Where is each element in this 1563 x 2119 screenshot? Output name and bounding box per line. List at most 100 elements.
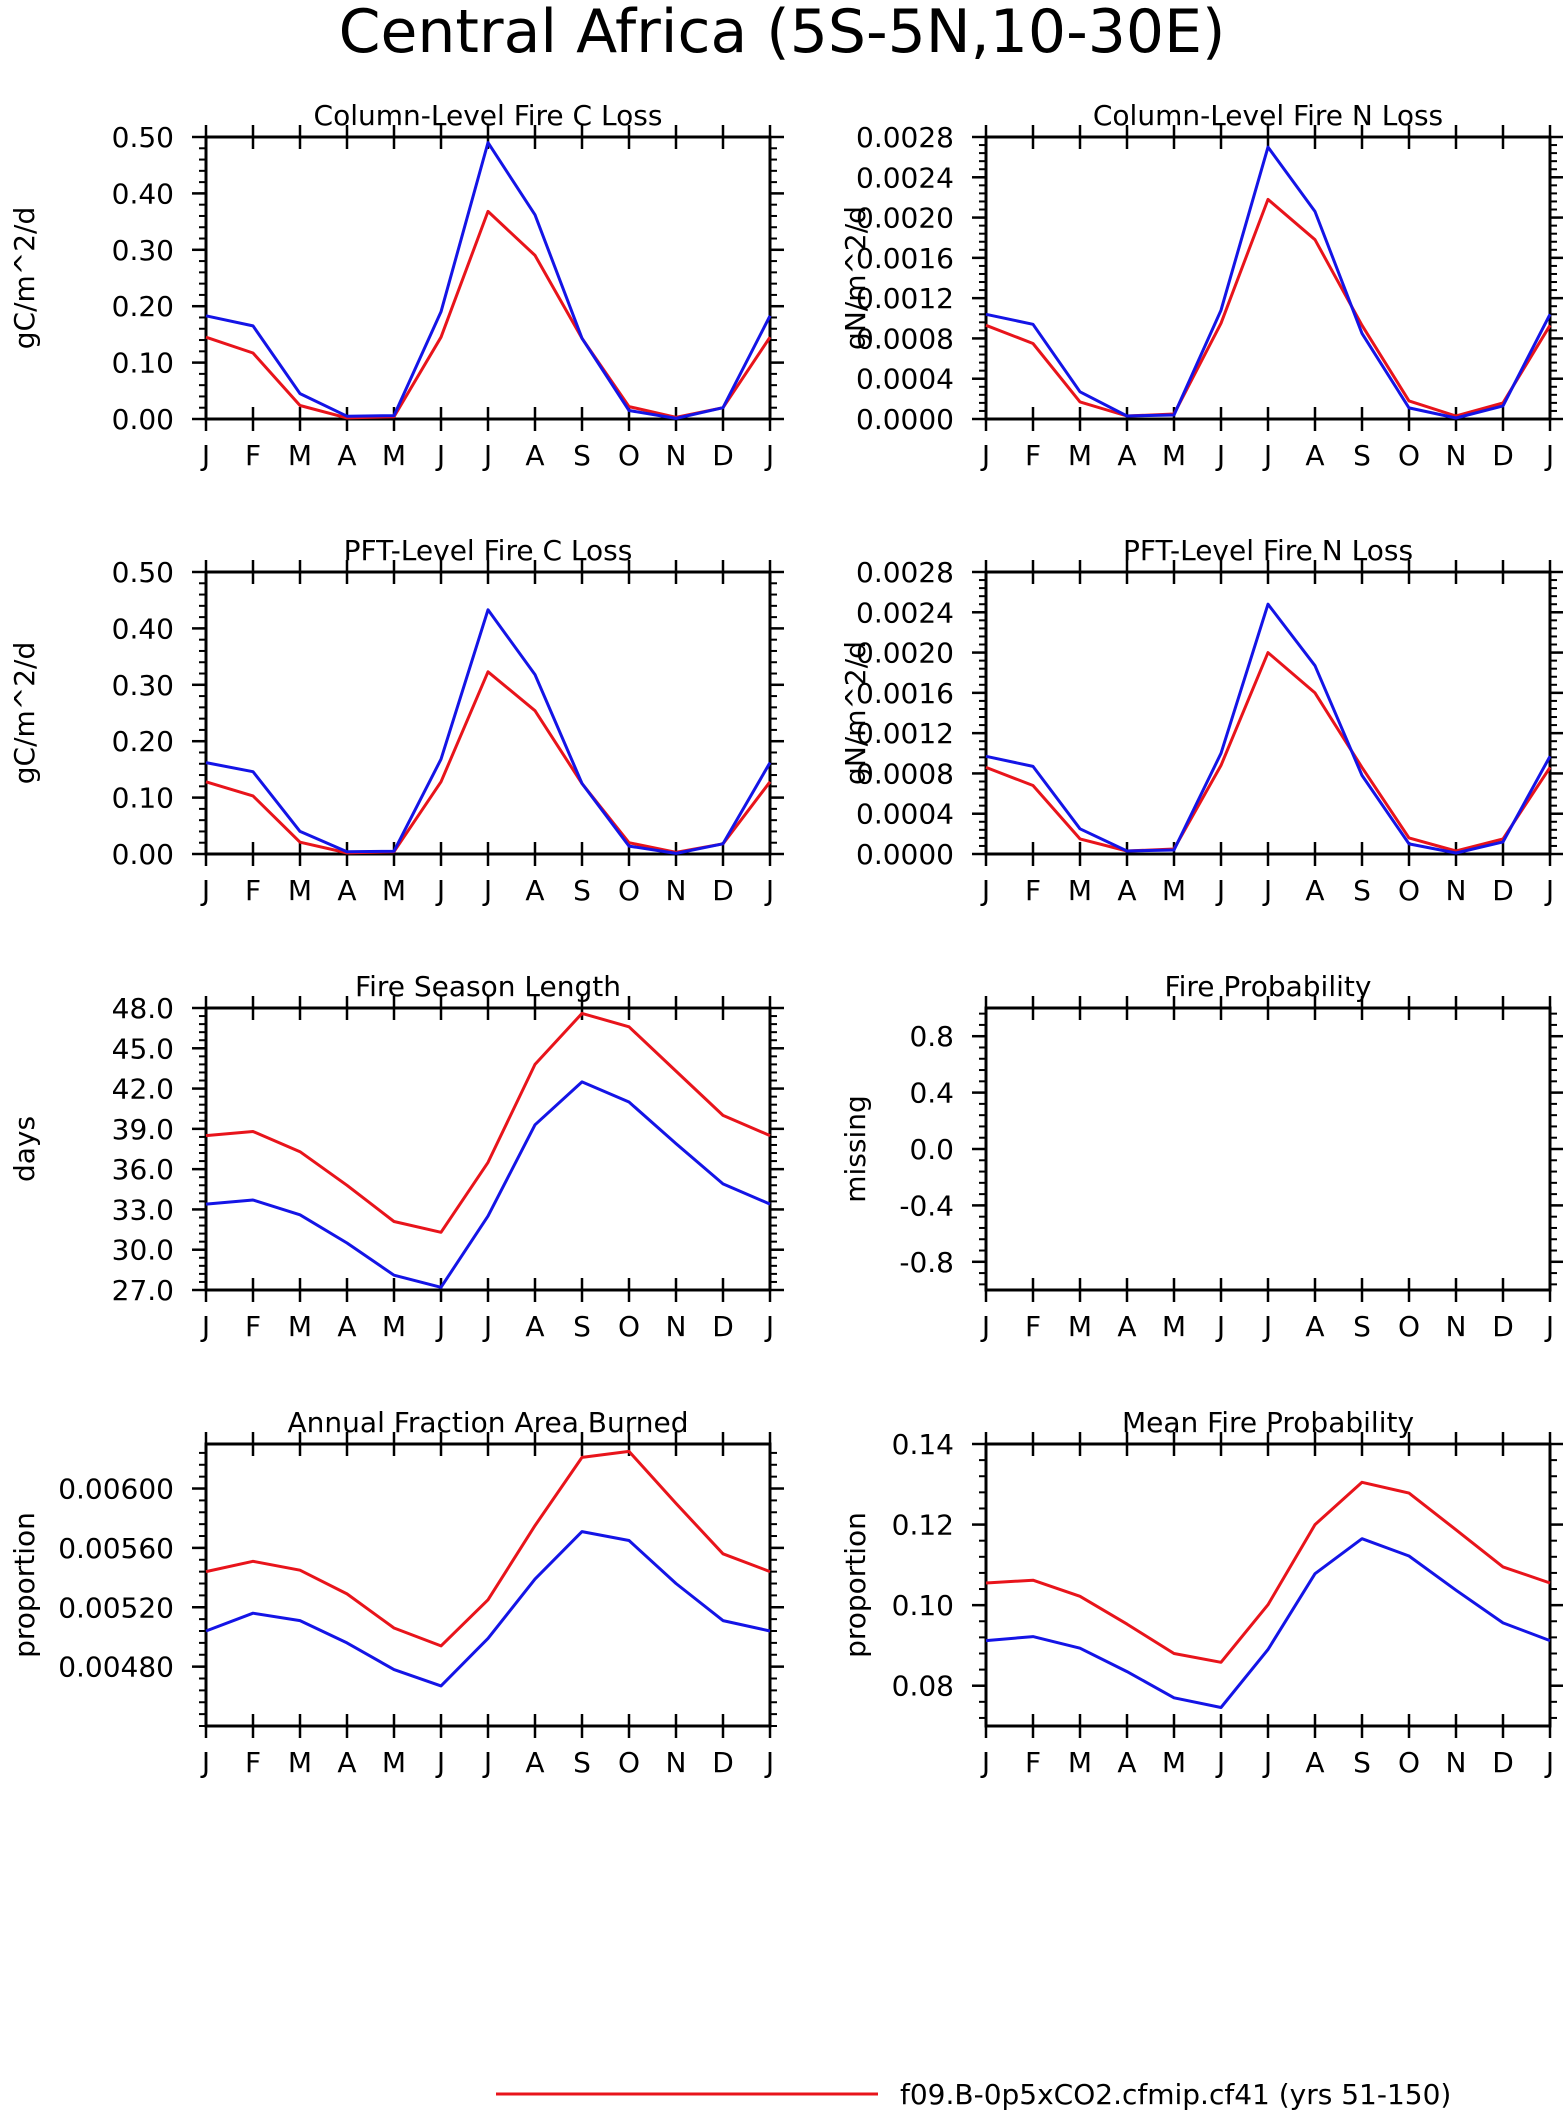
panel-4-series-1-line [985, 651, 1552, 853]
panel-3-ytick-label: 0.50 [112, 556, 174, 589]
panel-5-ytick-label: 45.0 [112, 1032, 174, 1065]
panel-4-ylabel: gN/m^2/d [839, 641, 872, 785]
panel-2-xtick-label: A [1305, 439, 1324, 472]
panel-4-xtick-label: N [1446, 874, 1467, 907]
panel-4-ytick-label: 0.0024 [856, 596, 954, 629]
panel-1-xtick-label: J [200, 439, 210, 472]
figure-title: Central Africa (5S-5N,10-30E) [339, 0, 1226, 67]
panel-8-xtick-label: D [1492, 1746, 1514, 1779]
panel-4-xtick-label: M [1162, 874, 1186, 907]
panel-4-ytick-label: 0.0004 [856, 798, 954, 831]
panel-8-xtick-label: A [1117, 1746, 1136, 1779]
panel-4-xtick-label: A [1305, 874, 1324, 907]
panel-4-ytick-label: 0.0028 [856, 556, 954, 589]
panel-6-ylabel: missing [839, 1095, 872, 1203]
panel-4-xtick-label: F [1025, 874, 1041, 907]
panel-7-xtick-label: J [435, 1746, 445, 1779]
panel-8-frame [984, 1442, 1552, 1728]
panel-7-xtick-label: M [382, 1746, 406, 1779]
panel-2-xtick-label: M [1068, 439, 1092, 472]
panel-5-xtick-label: O [618, 1310, 640, 1343]
panel-4-xtick-label: A [1117, 874, 1136, 907]
panel-4-ytick-label: 0.0020 [856, 637, 954, 670]
panel-5-xtick-label: S [573, 1310, 591, 1343]
panel-7-xtick-label: M [288, 1746, 312, 1779]
panel-7-xtick-label: F [245, 1746, 261, 1779]
panel-1-xtick-label: J [764, 439, 774, 472]
panel-8-ytick-label: 0.14 [892, 1428, 954, 1461]
panel-6-xtick-label: A [1117, 1310, 1136, 1343]
panel-5-ytick-label: 42.0 [112, 1073, 174, 1106]
panel-2-xtick-label: O [1398, 439, 1420, 472]
panel-3-xtick-label: J [764, 874, 774, 907]
panel-7-xtick-label: J [764, 1746, 774, 1779]
panel-5-xtick-label: A [525, 1310, 544, 1343]
panel-5-ytick-label: 48.0 [112, 992, 174, 1025]
panel-7-xtick-label: D [712, 1746, 734, 1779]
panel-1-xtick-label: A [525, 439, 544, 472]
panel-1-xtick-label: N [666, 439, 687, 472]
panel-8-xtick-label: J [1262, 1746, 1272, 1779]
panel-5-xtick-label: J [435, 1310, 445, 1343]
panel-3-xtick-label: J [200, 874, 210, 907]
panel-6-xtick-label: N [1446, 1310, 1467, 1343]
panel-2-ytick-label: 0.0012 [856, 282, 954, 315]
panel-2-ytick-label: 0.0000 [856, 403, 954, 436]
panel-1-ylabel: gC/m^2/d [8, 207, 41, 350]
panel-8-xtick-label: J [1215, 1746, 1225, 1779]
panel-8-xtick-label: S [1353, 1746, 1371, 1779]
panel-6-xtick-label: J [1215, 1310, 1225, 1343]
panel-8-xtick-label: J [1544, 1746, 1554, 1779]
panel-2-xtick-label: N [1446, 439, 1467, 472]
panel-8-xtick-label: N [1446, 1746, 1467, 1779]
panel-2-series-2-line [985, 145, 1552, 420]
panel-7-xtick-label: A [525, 1746, 544, 1779]
panel-6-xtick-label: F [1025, 1310, 1041, 1343]
panel-2-series-1-line [985, 197, 1552, 418]
panel-6-xtick-label: J [1262, 1310, 1272, 1343]
panel-6-xtick-label: S [1353, 1310, 1371, 1343]
panel-5-xtick-label: J [764, 1310, 774, 1343]
panel-7-frame [204, 1442, 772, 1728]
panel-4-xtick-label: J [1544, 874, 1554, 907]
panel-6-frame [984, 1006, 1552, 1292]
panel-5-xtick-label: D [712, 1310, 734, 1343]
panel-5-ytick-label: 36.0 [112, 1153, 174, 1186]
panel-8-series-1-line [985, 1480, 1551, 1664]
panel-3-xtick-label: N [666, 874, 687, 907]
panel-2-ytick-label: 0.0024 [856, 161, 954, 194]
panel-1-xtick-label: J [482, 439, 492, 472]
panel-8-xtick-label: O [1398, 1746, 1420, 1779]
panel-5-ytick-label: 30.0 [112, 1234, 174, 1267]
panel-1-xtick-label: A [337, 439, 356, 472]
panel-3-xtick-label: D [712, 874, 734, 907]
panel-8-xtick-label: M [1162, 1746, 1186, 1779]
panel-7-xtick-label: A [337, 1746, 356, 1779]
panel-7-ytick-label: 0.00560 [58, 1532, 174, 1565]
panel-4-ytick-label: 0.0000 [856, 838, 954, 871]
panel-5-xtick-label: J [482, 1310, 492, 1343]
panel-5-ytick-label: 27.0 [112, 1274, 174, 1307]
panel-3-ytick-label: 0.40 [112, 612, 174, 645]
panel-1-frame [204, 135, 772, 421]
panel-2-xtick-label: J [1544, 439, 1554, 472]
panel-8-ylabel: proportion [839, 1512, 872, 1658]
panel-1-ytick-label: 0.10 [112, 347, 174, 380]
panel-8-xtick-label: A [1305, 1746, 1324, 1779]
panel-6-ytick-label: 0.4 [909, 1077, 954, 1110]
panel-2-xtick-label: D [1492, 439, 1514, 472]
panel-1-series-2-line [205, 141, 772, 420]
panel-7-ytick-label: 0.00480 [58, 1651, 174, 1684]
panel-5-xtick-label: M [288, 1310, 312, 1343]
panel-1-xtick-label: M [288, 439, 312, 472]
panel-3-ytick-label: 0.00 [112, 838, 174, 871]
panel-1-xtick-label: O [618, 439, 640, 472]
panel-6-xtick-label: J [980, 1310, 990, 1343]
